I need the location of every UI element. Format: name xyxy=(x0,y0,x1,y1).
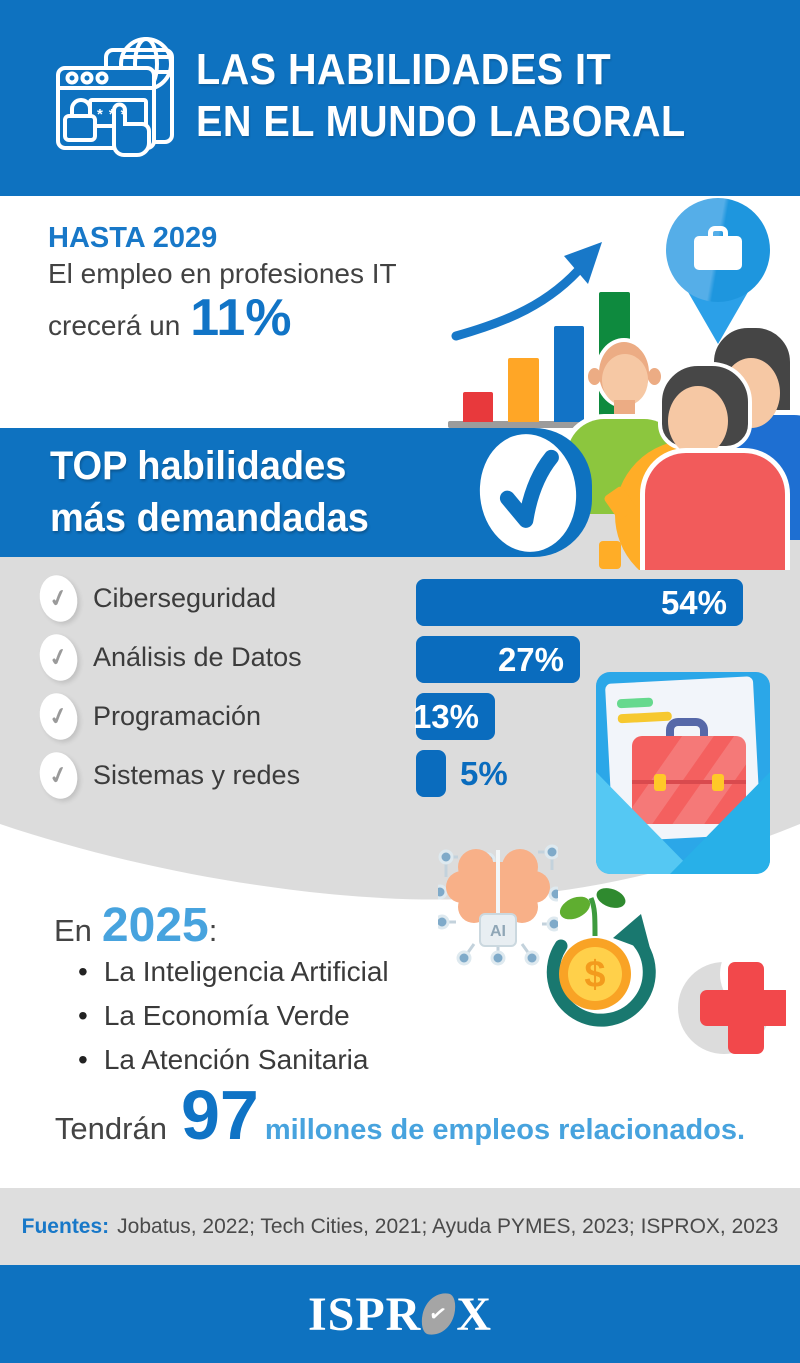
chart-row: 13% xyxy=(412,693,776,740)
bar-value-label: 54% xyxy=(660,584,727,621)
skills-bar-chart: 54% 27% 13% 5% xyxy=(412,579,776,807)
check-icon: ✓ xyxy=(34,689,83,744)
outlook-colon: : xyxy=(208,913,218,948)
chart-row: 5% xyxy=(416,750,776,797)
top-skills-title: TOP habilidades más demandadas xyxy=(50,444,369,540)
closing-statement: Tendrán 97 millones de empleos relaciona… xyxy=(0,1075,800,1155)
chart-ground xyxy=(448,421,638,428)
bullet-icon: • xyxy=(78,1000,88,1031)
skill-item: ✓ Análisis de Datos xyxy=(34,630,302,685)
outlook-prefix: En xyxy=(54,913,92,948)
job-offer-envelope-icon xyxy=(596,672,770,874)
chart-row: 27% xyxy=(416,636,776,683)
ai-chip-label: AI xyxy=(490,923,506,940)
growth-arrow-icon xyxy=(451,242,602,341)
person-green-ear xyxy=(588,368,601,385)
outlook-heading: En 2025 : xyxy=(54,898,217,953)
person-red-face xyxy=(668,386,728,456)
outlook-bullet-list: • La Inteligencia Artificial • La Econom… xyxy=(78,956,389,1088)
bar-analisis-de-datos: 27% xyxy=(416,636,580,683)
outlook-year: 2025 xyxy=(101,899,209,952)
bullet-icon: • xyxy=(78,1044,88,1075)
sources-text: Jobatus, 2022; Tech Cities, 2021; Ayuda … xyxy=(117,1214,779,1238)
person-green-face xyxy=(602,354,648,406)
skill-item: ✓ Sistemas y redes xyxy=(34,748,302,803)
bar-value-label: 5% xyxy=(460,755,508,792)
bar-value-label: 27% xyxy=(497,641,564,678)
footer-band: ISPR ✓ X xyxy=(0,1265,800,1363)
check-icon: ✓ xyxy=(34,748,83,803)
hero-statement-text: crecerá un xyxy=(48,310,181,341)
briefcase-handle xyxy=(708,226,728,240)
briefcase-clasp xyxy=(654,774,666,791)
check-icon: ✓ xyxy=(34,630,83,685)
hero-statement-line1: El empleo en profesiones IT xyxy=(48,258,397,289)
sources-label: Fuentes: xyxy=(21,1214,110,1238)
hero-kicker: HASTA 2029 xyxy=(48,222,218,254)
skills-checklist: ✓ Ciberseguridad ✓ Análisis de Datos ✓ P… xyxy=(34,571,302,811)
bar-sistemas-y-redes: 5% xyxy=(416,750,508,797)
envelope-flaps xyxy=(596,772,770,874)
list-item: • La Atención Sanitaria xyxy=(78,1044,389,1088)
bullet-text: La Inteligencia Artificial xyxy=(103,956,389,987)
healthcare-cross-icon xyxy=(678,948,786,1054)
list-item: • La Inteligencia Artificial xyxy=(78,956,389,1000)
list-item: • La Economía Verde xyxy=(78,1000,389,1044)
mini-bar-red xyxy=(463,392,493,422)
bar-programacion: 13% xyxy=(412,693,495,740)
closing-prefix: Tendrán xyxy=(54,1111,167,1146)
skill-label: Sistemas y redes xyxy=(93,760,301,790)
logo-text-left: ISPR xyxy=(307,1287,422,1341)
person-green-ear xyxy=(648,368,661,385)
skill-label: Programación xyxy=(93,701,262,731)
ai-brain-icon: AI xyxy=(438,844,558,966)
header-band: *** LAS HABILIDADES IT EN EL MUNDO LABOR… xyxy=(0,0,800,196)
check-badge-icon xyxy=(474,429,582,557)
bullet-text: La Atención Sanitaria xyxy=(103,1044,369,1075)
jobs-number: 97 xyxy=(180,1076,259,1154)
bullet-text: La Economía Verde xyxy=(103,1000,350,1031)
person-red-shirt xyxy=(640,448,790,570)
skill-label: Ciberseguridad xyxy=(93,583,277,613)
mini-bar-blue xyxy=(554,326,584,422)
hero-statement-line2: crecerá un 11% xyxy=(48,288,292,351)
green-economy-icon: $ xyxy=(546,888,656,1027)
briefcase-icon xyxy=(632,736,746,824)
sources-bar: Fuentes: Jobatus, 2022; Tech Cities, 202… xyxy=(0,1188,800,1265)
check-icon: ✓ xyxy=(34,571,83,626)
skill-label: Análisis de Datos xyxy=(93,642,302,672)
growth-percentage: 11% xyxy=(190,289,292,347)
skill-item: ✓ Ciberseguridad xyxy=(34,571,302,626)
briefcase-clasp xyxy=(712,774,724,791)
bar-value-label: 13% xyxy=(412,698,479,735)
browser-security-icon: *** xyxy=(56,37,174,157)
page-title: LAS HABILIDADES IT EN EL MUNDO LABORAL xyxy=(196,45,686,146)
svg-text:***: *** xyxy=(97,106,133,123)
briefcase-icon xyxy=(694,236,742,270)
bullet-icon: • xyxy=(78,956,88,987)
briefcase-seam xyxy=(632,780,746,784)
chart-row: 54% xyxy=(416,579,776,626)
dollar-symbol: $ xyxy=(584,954,605,996)
mini-bar-orange xyxy=(508,358,539,422)
logo-leaf-check-icon: ✓ xyxy=(419,1289,459,1339)
closing-text: millones de empleos relacionados. xyxy=(264,1114,746,1146)
skill-item: ✓ Programación xyxy=(34,689,302,744)
isprox-logo: ISPR ✓ X xyxy=(308,1287,492,1342)
bar-ciberseguridad: 54% xyxy=(416,579,743,626)
briefcase-handle xyxy=(666,718,708,744)
logo-text-right: X xyxy=(456,1287,493,1341)
gear-tooth xyxy=(599,541,621,569)
